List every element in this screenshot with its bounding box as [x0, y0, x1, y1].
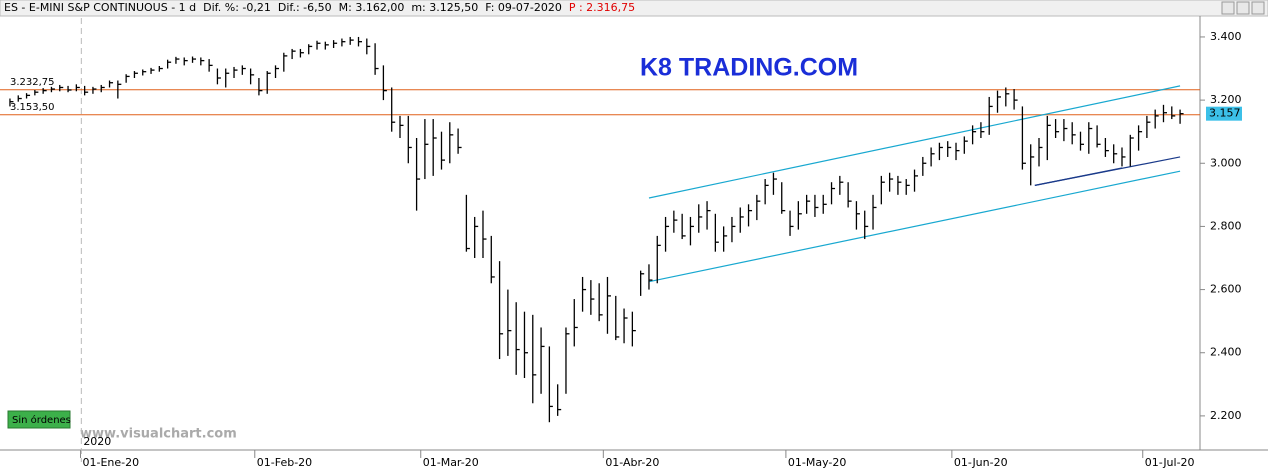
- x-tick-label: 01-Jul-20: [1145, 456, 1195, 469]
- header-field: Dif.: -6,50: [278, 1, 332, 14]
- y-tick-label: 2.800: [1210, 219, 1242, 232]
- header-text: ES - E-MINI S&P CONTINUOUS - 1 d Dif. %: …: [4, 1, 635, 14]
- last-price-box: [1206, 106, 1242, 121]
- x-tick-label: 01-Jun-20: [954, 456, 1008, 469]
- header-bar: [0, 0, 1268, 17]
- last-price-label: 3.157: [1209, 107, 1241, 120]
- source: www.visualchart.com: [80, 427, 237, 442]
- price-level-label: 3.232,75: [10, 77, 55, 88]
- y-tick-label: 2.600: [1210, 283, 1242, 296]
- x-tick-label: 01-May-20: [788, 456, 846, 469]
- header-field: Dif. %: -0,21: [203, 1, 271, 14]
- y-tick-label: 2.200: [1210, 409, 1242, 422]
- header-field: M: 3.162,00: [339, 1, 405, 14]
- trendline: [648, 170, 1181, 283]
- trendline: [1034, 167, 1123, 186]
- y-tick-label: 3.400: [1210, 30, 1242, 43]
- year-label: 2020: [83, 435, 111, 448]
- header-field: F: 09-07-2020: [485, 1, 562, 14]
- watermark: K8 TRADING.COM: [640, 54, 858, 82]
- trendline: [648, 85, 1181, 199]
- header-field: ES - E-MINI S&P CONTINUOUS - 1 d: [4, 1, 196, 14]
- header-field: P : 2.316,75: [569, 1, 635, 14]
- header-field: m: 3.125,50: [411, 1, 478, 14]
- y-tick-label: 2.400: [1210, 346, 1242, 359]
- x-tick-label: 01-Abr-20: [605, 456, 659, 469]
- window-buttons[interactable]: [1221, 1, 1265, 15]
- status-box[interactable]: [7, 410, 71, 429]
- x-tick-label: 01-Feb-20: [257, 456, 312, 469]
- x-tick-label: 01-Ene-20: [82, 456, 139, 469]
- y-tick-label: 3.000: [1210, 156, 1242, 169]
- price-level-label: 3.153,50: [10, 102, 55, 113]
- x-tick-label: 01-Mar-20: [423, 456, 479, 469]
- y-tick-label: 3.200: [1210, 93, 1242, 106]
- status[interactable]: Sin órdenes: [12, 414, 71, 426]
